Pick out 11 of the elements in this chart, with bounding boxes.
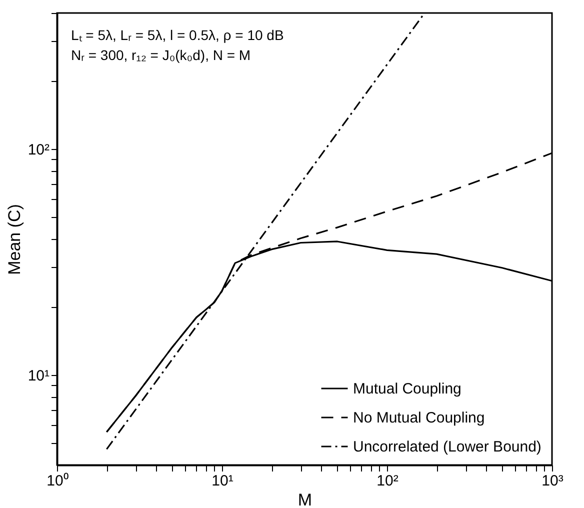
x-tick-label: 10² bbox=[376, 472, 398, 490]
legend-label: Uncorrelated (Lower Bound) bbox=[353, 438, 542, 456]
x-axis-title: M bbox=[298, 490, 312, 508]
x-tick-label: 10³ bbox=[542, 472, 564, 490]
annotation: Lₜ = 5λ, Lᵣ = 5λ, l = 0.5λ, ρ = 10 dB bbox=[71, 27, 284, 43]
y-axis-title: Mean (C) bbox=[4, 204, 24, 275]
x-tick-label: 10⁰ bbox=[46, 472, 68, 490]
annotation: Nᵣ = 300, r₁₂ = J₀(k₀d), N = M bbox=[71, 47, 251, 63]
x-tick-label: 10¹ bbox=[212, 472, 234, 490]
legend-label: No Mutual Coupling bbox=[353, 410, 485, 426]
legend-label: Mutual Coupling bbox=[353, 380, 462, 398]
